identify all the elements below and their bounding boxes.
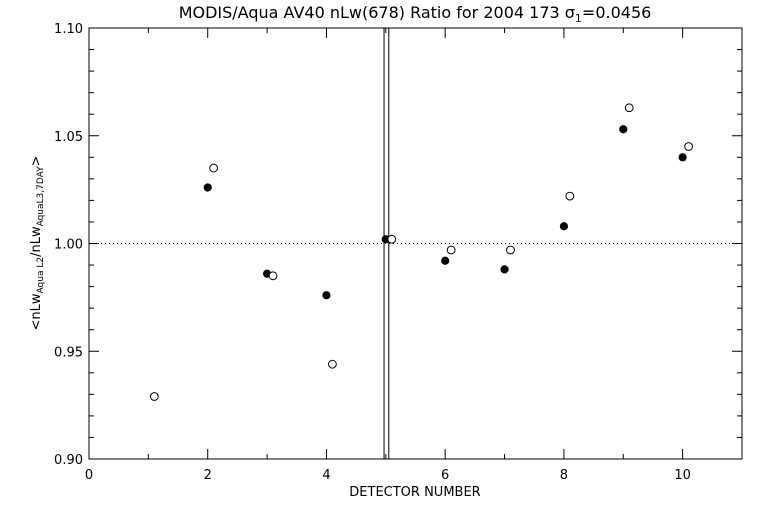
y-label-mid: /nLw [29,226,44,257]
open-point [684,142,693,151]
open-point [327,359,337,369]
y-label-open: <nLw [29,293,44,330]
filled-point [322,291,331,300]
x-tick-label: 6 [441,468,449,483]
chart-title-sigma: σ [565,3,575,22]
x-tick-label: 2 [204,468,212,483]
y-label-sub1: Aqua L2 [36,257,46,294]
filled-point [678,153,687,162]
y-tick-label: 1.10 [54,22,83,37]
open-point [268,271,278,281]
open-point [565,191,575,201]
x-tick-label: 0 [85,468,93,483]
y-tick-label: 0.95 [54,345,83,360]
open-point [209,163,219,173]
y-tick-label: 1.05 [54,130,83,145]
chart-title-tail: =0.0456 [582,3,651,22]
y-label-close: > [29,156,44,167]
open-point [446,245,456,255]
filled-point [559,222,569,231]
x-tick-label: 8 [560,468,568,483]
x-axis-label: DETECTOR NUMBER [349,485,480,500]
data-points [149,103,693,401]
chart-title-main: MODIS/Aqua AV40 nLw(678) Ratio for 2004 … [179,3,565,22]
open-point [624,103,634,113]
y-tick-label: 1.00 [54,238,83,253]
x-tick-label: 4 [322,468,330,483]
plot-frame [88,27,743,460]
filled-point [619,125,628,134]
y-label-sub2: AquaL3,7DAY [36,166,46,226]
axis-ticks [88,27,743,460]
y-axis-label: <nLwAqua L2/nLwAquaL3,7DAY> [29,156,46,331]
filled-point [203,183,212,192]
x-tick-label: 10 [674,468,691,483]
reference-lines [89,28,742,459]
chart-title: MODIS/Aqua AV40 nLw(678) Ratio for 2004 … [179,3,652,25]
open-point [387,234,397,244]
filled-point [500,265,509,274]
filled-point [441,256,450,265]
open-point [506,245,515,255]
open-point [149,392,159,401]
y-tick-label: 0.90 [54,453,83,468]
axis-tick-labels: 0 2 4 6 8 10 0.90 0.95 1.00 1.05 1.10 [54,22,691,483]
chart-title-sigma-sub: 1 [575,12,582,25]
